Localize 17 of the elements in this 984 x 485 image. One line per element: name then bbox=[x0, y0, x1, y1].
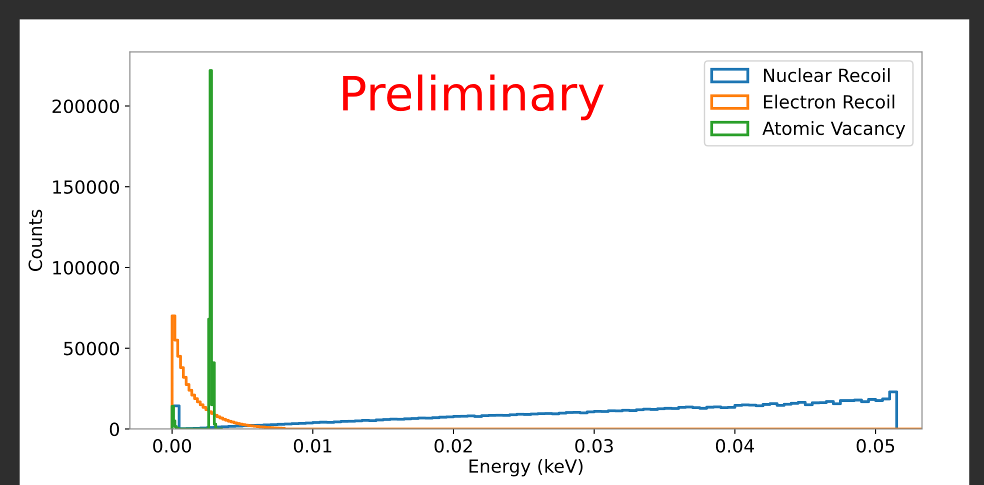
y-tick-label: 150000 bbox=[53, 180, 119, 194]
x-tick-label: 0.04 bbox=[716, 439, 754, 453]
annotation: Preliminary bbox=[343, 74, 604, 120]
x-tick-label: 0.02 bbox=[434, 439, 472, 453]
y-tick-label: 50000 bbox=[64, 342, 119, 356]
x-axis-title: Energy (keV) bbox=[470, 458, 583, 476]
x-tick-label: 0.01 bbox=[294, 439, 332, 453]
y-tick-label: 100000 bbox=[53, 260, 119, 275]
legend-label: Atomic Vacancy bbox=[762, 121, 906, 139]
legend-label: Nuclear Recoil bbox=[764, 68, 890, 82]
y-tick-label: 200000 bbox=[52, 99, 119, 114]
y-tick-label: 0 bbox=[110, 422, 119, 436]
legend-label: Electron Recoil bbox=[764, 94, 894, 109]
x-tick-label: 0.00 bbox=[153, 439, 191, 453]
y-axis-title: Counts bbox=[28, 210, 42, 271]
x-tick-label: 0.05 bbox=[856, 439, 894, 453]
x-tick-label: 0.03 bbox=[575, 439, 613, 453]
